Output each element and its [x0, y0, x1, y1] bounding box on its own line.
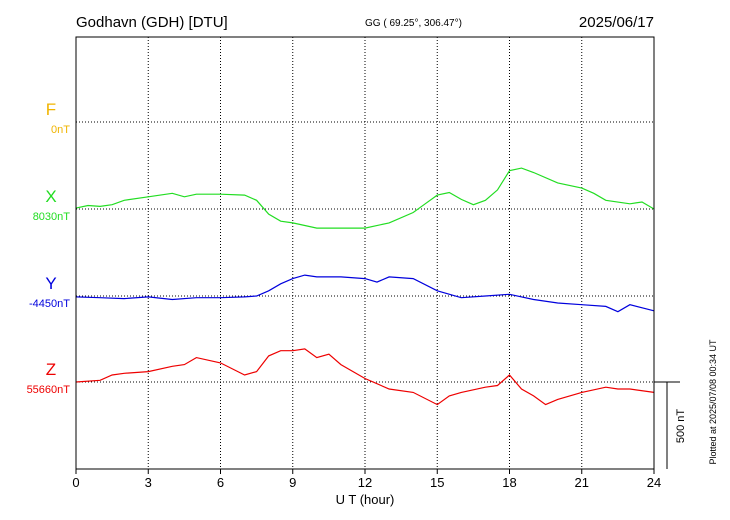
plotted-timestamp: Plotted at 2025/07/08 00:34 UT — [708, 339, 718, 465]
x-tick-label: 24 — [647, 475, 661, 490]
series-x-name: X — [45, 187, 56, 206]
x-tick-label: 15 — [430, 475, 444, 490]
plot-frame — [75, 36, 655, 470]
x-tick-label: 3 — [145, 475, 152, 490]
series-y-line — [75, 274, 655, 313]
coordinates-label: GG ( 69.25°, 306.47°) — [365, 18, 462, 29]
x-tick-label: 12 — [358, 475, 372, 490]
series-f-baseline: 0nT — [51, 124, 70, 136]
x-axis-title: U T (hour) — [336, 492, 395, 507]
x-tick-label: 9 — [289, 475, 296, 490]
series-f-name: F — [46, 100, 56, 119]
series-layer — [75, 167, 655, 406]
date-label: 2025/06/17 — [579, 14, 654, 31]
chart-grid — [76, 37, 654, 469]
scale-bar-label: 500 nT — [675, 409, 687, 444]
station-title: Godhavn (GDH) [DTU] — [76, 14, 228, 31]
scale-bar: 500 nT — [654, 381, 687, 469]
x-tick-label: 18 — [502, 475, 516, 490]
x-tick-label: 6 — [217, 475, 224, 490]
series-x-baseline: 8030nT — [33, 211, 71, 223]
series-z-name: Z — [46, 360, 56, 379]
x-axis: 0 3 6 9 12 15 18 21 24 — [72, 469, 661, 490]
series-x-line — [75, 167, 655, 229]
series-y-baseline: -4450nT — [29, 298, 70, 310]
series-labels: F 0nT X 8030nT Y -4450nT Z 55660nT — [27, 100, 71, 396]
x-tick-label: 21 — [575, 475, 589, 490]
series-y-name: Y — [45, 274, 56, 293]
x-tick-label: 0 — [72, 475, 79, 490]
series-z-line — [75, 348, 655, 406]
series-z-baseline: 55660nT — [27, 384, 71, 396]
